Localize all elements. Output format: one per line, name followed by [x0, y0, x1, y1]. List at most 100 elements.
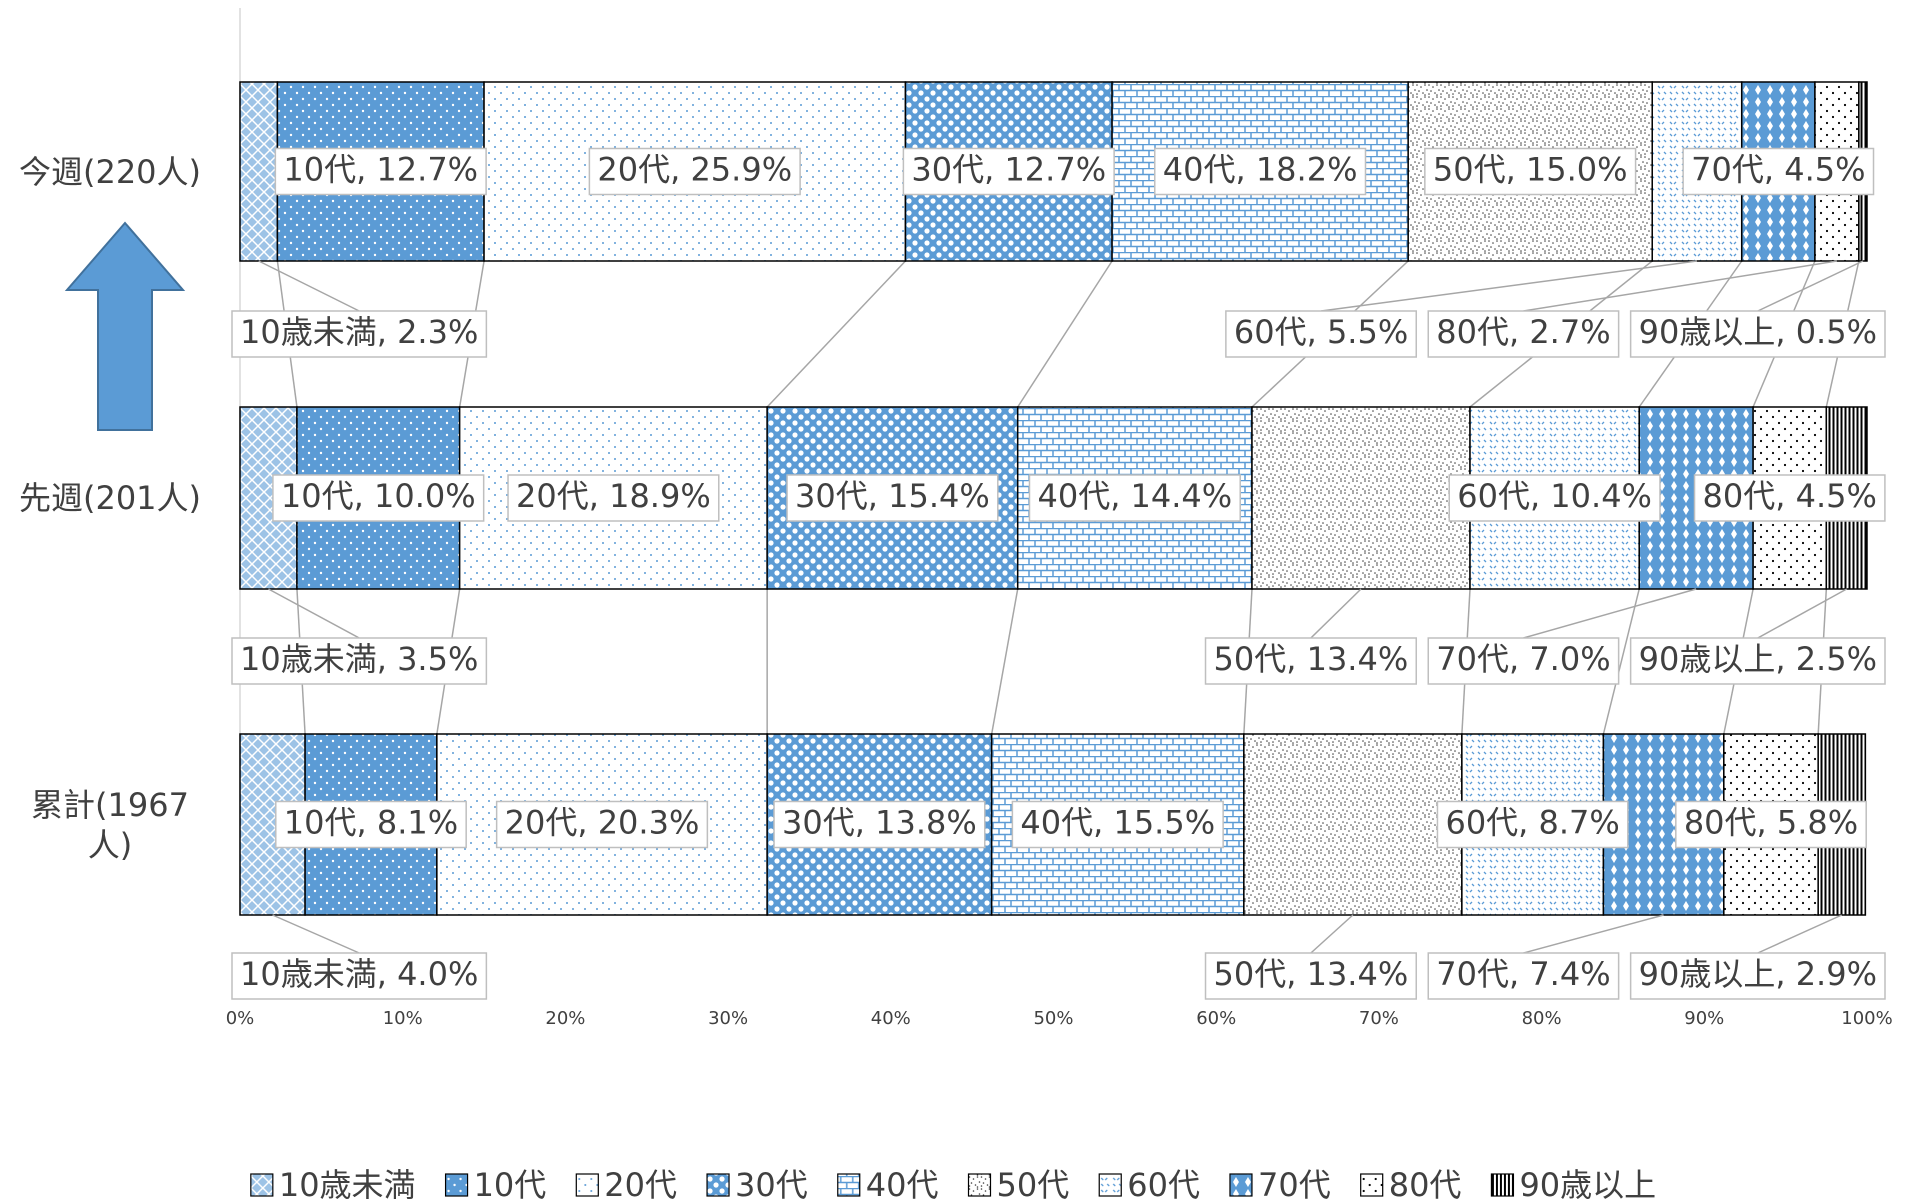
data-label-text: 60代, 8.7% — [1445, 804, 1619, 842]
leader-line — [1523, 588, 1697, 639]
data-label-text: 20代, 18.9% — [516, 477, 711, 515]
data-label: 70代, 7.4% — [1427, 952, 1620, 1000]
data-label-text: 60代, 5.5% — [1234, 313, 1408, 351]
x-tick-label: 100% — [1841, 1008, 1892, 1029]
legend-label: 30代 — [735, 1166, 808, 1201]
legend-swatch — [706, 1173, 730, 1197]
label-box — [1154, 147, 1367, 196]
label-box — [274, 147, 487, 196]
data-label-text: 90歳以上, 2.9% — [1639, 955, 1877, 993]
label-box — [1011, 800, 1224, 849]
label-box — [231, 952, 488, 1000]
data-label-text: 60代, 10.4% — [1457, 477, 1652, 515]
series-line — [766, 260, 906, 408]
label-box — [1204, 952, 1417, 1000]
data-label: 10代, 8.1% — [275, 800, 467, 849]
x-tick-label: 10% — [383, 1008, 423, 1029]
data-label-text: 80代, 4.5% — [1703, 477, 1877, 515]
data-label: 90歳以上, 0.5% — [1629, 310, 1886, 358]
data-label: 60代, 10.4% — [1448, 474, 1661, 522]
label-box — [786, 474, 999, 522]
label-box — [1427, 952, 1620, 1000]
legend-item: 40代 — [837, 1166, 939, 1201]
data-label: 20代, 20.3% — [495, 800, 709, 849]
legend-item: 10代 — [444, 1166, 546, 1201]
legend-swatch — [575, 1173, 599, 1197]
data-label-text: 70代, 7.4% — [1436, 955, 1610, 993]
data-label-text: 10歳未満, 2.3% — [240, 313, 478, 351]
data-label-text: 10代, 8.1% — [284, 804, 458, 842]
data-label-text: 20代, 20.3% — [505, 804, 700, 842]
data-label: 80代, 4.5% — [1693, 474, 1886, 522]
category-label: 先週(201人) — [18, 479, 202, 517]
data-label-text: 10歳未満, 4.0% — [240, 955, 478, 993]
label-box — [507, 474, 720, 522]
data-label: 10歳未満, 4.0% — [231, 952, 488, 1000]
leader-line — [1757, 260, 1864, 312]
legend-item: 80代 — [1360, 1166, 1461, 1201]
data-label: 20代, 18.9% — [507, 474, 720, 522]
data-label-text: 90歳以上, 0.5% — [1639, 313, 1877, 351]
series-line — [1602, 588, 1640, 735]
up-arrow — [64, 221, 186, 431]
legend-swatch — [967, 1173, 992, 1197]
data-label-text: 50代, 13.4% — [1214, 640, 1409, 678]
leader-line — [258, 260, 360, 312]
data-label-text: 10歳未満, 3.5% — [240, 640, 478, 678]
data-label-text: 50代, 13.4% — [1214, 955, 1409, 993]
data-label-text: 90歳以上, 2.5% — [1639, 640, 1877, 678]
legend-label: 60代 — [1127, 1166, 1200, 1201]
data-label: 60代, 8.7% — [1436, 800, 1629, 849]
data-label-text: 70代, 7.0% — [1436, 640, 1610, 678]
label-box — [1436, 800, 1629, 849]
legend-item: 60代 — [1098, 1166, 1200, 1201]
x-tick-label: 50% — [1033, 1008, 1073, 1029]
legend-swatch — [1229, 1173, 1253, 1197]
x-tick-label: 0% — [226, 1008, 255, 1029]
data-labels: 10代, 12.7% 20代, 25.9% 30代, 12.7% 40代, 18.2%… — [231, 147, 1886, 1000]
data-label: 70代, 7.0% — [1427, 637, 1620, 685]
data-label-text: 40代, 15.5% — [1020, 804, 1215, 842]
legend-label: 50代 — [997, 1166, 1070, 1201]
data-label: 90歳以上, 2.9% — [1629, 952, 1886, 1000]
data-label-text: 10代, 12.7% — [283, 151, 478, 189]
leader-line — [1523, 914, 1664, 954]
legend-item: 20代 — [575, 1166, 677, 1201]
label-box — [902, 147, 1115, 196]
data-label: 30代, 13.8% — [773, 800, 986, 849]
legend-label: 90歳以上 — [1519, 1166, 1656, 1201]
x-tick-label: 40% — [871, 1008, 911, 1029]
label-box — [1427, 310, 1620, 358]
data-label-text: 30代, 12.7% — [911, 151, 1106, 189]
legend-label: 20代 — [604, 1166, 677, 1201]
legend-item: 30代 — [706, 1166, 808, 1201]
data-label-text: 10代, 10.0% — [281, 477, 476, 515]
data-label: 80代, 5.8% — [1675, 800, 1867, 849]
label-box — [231, 310, 488, 358]
series-line — [1017, 260, 1113, 408]
data-label: 30代, 15.4% — [786, 474, 999, 522]
legend-label: 40代 — [866, 1166, 939, 1201]
bar-segment — [239, 81, 279, 262]
label-box — [275, 800, 467, 849]
label-box — [773, 800, 986, 849]
data-label: 50代, 15.0% — [1424, 147, 1637, 196]
leader-line — [1757, 914, 1843, 954]
label-box — [1682, 147, 1875, 196]
data-label-text: 80代, 5.8% — [1684, 804, 1858, 842]
data-label-text: 50代, 15.0% — [1433, 151, 1628, 189]
data-label: 90歳以上, 2.5% — [1629, 637, 1886, 685]
data-label: 10歳未満, 3.5% — [231, 637, 488, 685]
legend-item: 70代 — [1229, 1166, 1331, 1201]
label-box — [1204, 637, 1417, 685]
data-label: 50代, 13.4% — [1204, 637, 1417, 685]
category-label: 今週(220人) — [18, 152, 202, 191]
legend-item: 90歳以上 — [1490, 1166, 1656, 1201]
data-label-text: 80代, 2.7% — [1436, 313, 1610, 351]
x-tick-label: 20% — [545, 1008, 585, 1029]
data-label: 30代, 12.7% — [902, 147, 1115, 196]
legend-swatch — [1360, 1173, 1384, 1197]
leader-line — [1320, 260, 1698, 312]
x-tick-label: 30% — [708, 1008, 748, 1029]
